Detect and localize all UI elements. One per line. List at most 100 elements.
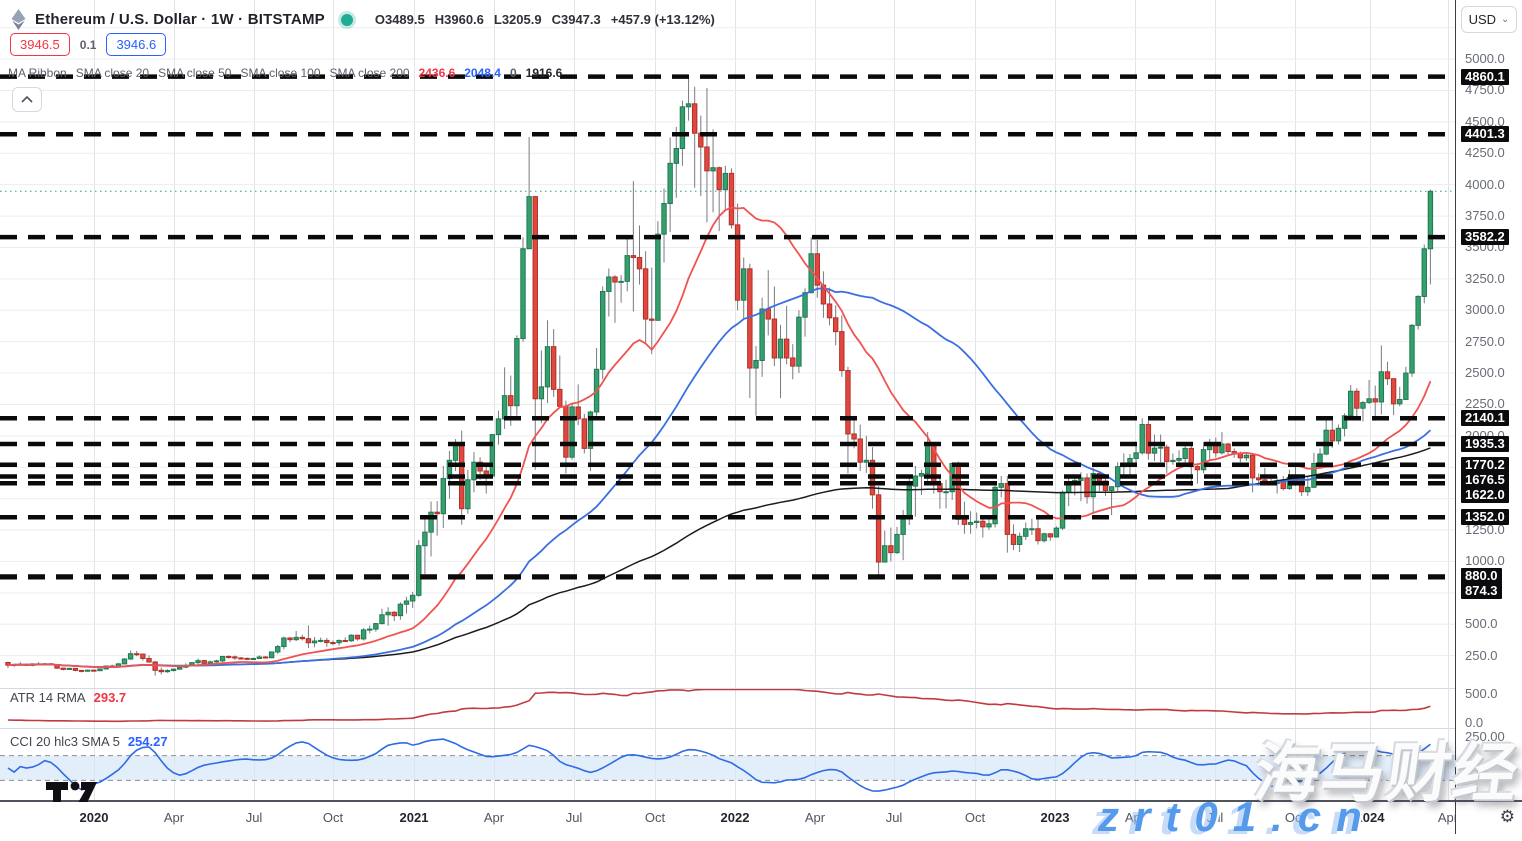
sell-button[interactable]: 3946.5 [10,33,70,56]
ohlc-open: O3489.5 [374,12,425,27]
candle-body [250,657,256,660]
time-axis-year-label: 2022 [720,810,750,825]
candle-body [1397,398,1403,405]
candle-body [624,255,630,282]
atr-indicator-legend[interactable]: ATR 14 RMA 293.7 [10,690,126,705]
candle-body [164,670,171,673]
time-axis-month-label: Oct [964,810,986,825]
candle-body [508,395,514,407]
candle-body [1225,443,1231,453]
time-axis-year-label: 2023 [1040,810,1070,825]
candle-body [416,545,422,596]
candle-body [520,248,526,340]
price-axis[interactable]: USD ⌄ 5000.0 4750.0 4500.0 4250.0 4000.0 3750… [1455,0,1522,800]
ohlc-change: +457.9 (+13.12%) [610,12,715,27]
candle-body [1219,443,1225,454]
candle-body [1335,427,1342,442]
price-level-label: 1935.3 [1461,435,1509,452]
price-tick-label: 3250.0 [1465,270,1505,286]
candle-body [434,511,440,515]
candle-body [403,600,410,605]
time-axis-month-label: Apr [1437,810,1455,825]
atr-legend-title: ATR 14 RMA [10,690,86,705]
candle-body [649,318,655,321]
candle-body [336,640,342,644]
candle-body [1421,248,1427,297]
candle-body [980,520,986,528]
price-tick-label: 3000.0 [1465,302,1505,318]
candle-body [373,623,379,630]
candle-body [324,639,330,644]
candle-body [655,233,661,321]
candle-body [146,657,152,663]
price-tick-label: 3750.0 [1465,208,1505,224]
candle-body [1341,415,1348,429]
atr-line [7,688,1431,723]
candle-body [777,338,784,359]
buy-button[interactable]: 3946.6 [106,33,167,56]
candle-body [1157,446,1164,449]
spread-value: 0.1 [79,37,97,52]
candle-body [354,634,361,640]
currency-selector[interactable]: USD ⌄ [1461,6,1517,33]
price-level-label: 1622.0 [1461,486,1509,503]
chevron-up-icon [21,95,33,103]
candle-body [691,103,698,134]
price-level-label: 1352.0 [1461,509,1509,526]
candle-body [710,167,716,172]
time-axis-year-label: 2024 [1355,810,1385,825]
candle-body [219,655,226,662]
candle-body [489,434,496,477]
ohlc-values: O3489.5 H3960.6 L3205.9 C3947.3 +457.9 (… [375,12,715,27]
candle-body [882,545,888,563]
candle-body [1384,371,1391,380]
candle-body [121,658,128,665]
candle-body [1366,398,1372,404]
candle-body [409,594,416,602]
candle-body [924,443,931,475]
ma-ribbon-legend[interactable]: MA Ribbon SMA close 20 SMA close 50 SMA … [8,66,562,80]
candle-body [888,545,894,554]
candle-body [66,667,73,670]
time-axis[interactable]: 2020 Apr Jul Oct 2021 Apr Jul Oct 2022 Apr Jul Oct 2… [0,800,1455,834]
candle-body [832,317,839,333]
candle-body [85,669,91,672]
candle-body [839,331,845,372]
candle-body [501,395,508,420]
symbol-title[interactable]: Ethereum / U.S. Dollar · 1W · BITSTAMP [35,11,325,28]
main-chart[interactable] [0,0,1455,800]
candle-body [826,303,833,319]
time-axis-month-label: Jul [245,810,263,825]
candle-body [986,523,992,528]
candle-body [600,290,606,370]
candle-body [587,411,594,449]
candle-body [630,255,637,259]
price-level-label: 1770.2 [1461,456,1509,473]
sma50-line [7,287,1432,669]
candle-body [998,483,1004,488]
candle-body [1170,459,1176,463]
candle-body [814,253,820,286]
cci-indicator-legend[interactable]: CCI 20 hlc3 SMA 5 254.27 [10,734,168,749]
ma-legend-param-50: SMA close 50 [158,66,232,80]
candle-body [581,418,588,449]
price-level-label: 2140.1 [1461,410,1509,427]
candle-body [78,669,85,672]
legend-collapse-button[interactable] [12,87,42,112]
candle-body [360,629,367,640]
candle-body [783,338,790,359]
price-tick-label: 250.0 [1465,647,1498,663]
candle-body [1010,533,1017,545]
price-tick-label: 2500.0 [1465,365,1505,381]
ethereum-icon [11,9,26,30]
chart-pane-container [0,0,1455,800]
candle-body [753,359,759,369]
price-tick-label: 2250.0 [1465,396,1505,412]
gear-icon[interactable]: ⚙ [1499,807,1515,826]
candle-body [195,660,201,664]
candle-body [1243,454,1250,459]
tradingview-logo[interactable] [44,778,110,809]
candle-body [305,638,312,644]
candle-body [1035,528,1041,542]
time-axis-year-label: 2020 [79,810,109,825]
